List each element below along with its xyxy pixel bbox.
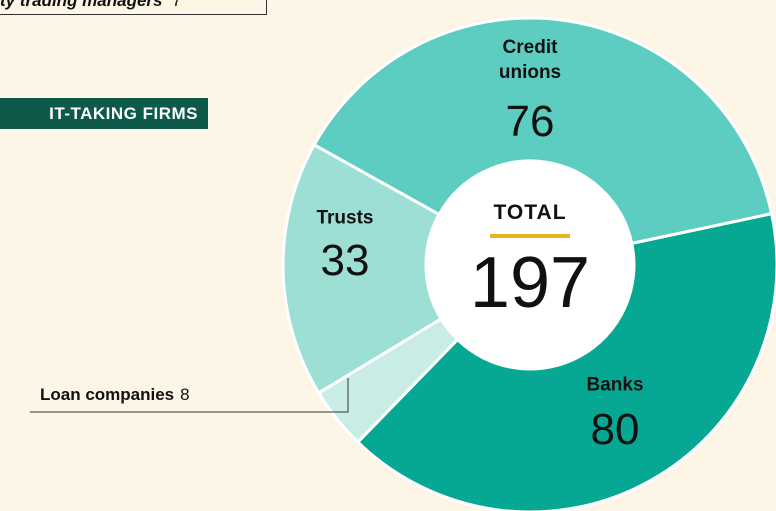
slice-value: 80 [590, 405, 640, 454]
slice-value: 76 [505, 97, 555, 146]
total-underline [490, 234, 570, 238]
slice-value: 33 [320, 236, 370, 285]
total-label: TOTAL [493, 201, 567, 224]
other-item-box [0, 0, 267, 15]
leader-line [30, 378, 349, 413]
slice-label: Banks [586, 374, 644, 396]
other-item: ty trading managers 7 [0, 0, 181, 12]
slice-label: Credit unions [498, 37, 562, 83]
outside-label: Loan companies 8 [40, 384, 190, 406]
center-circle [426, 161, 634, 369]
slice-label: Trusts [316, 207, 374, 229]
section-label: IT-TAKING FIRMS [0, 98, 208, 129]
other-item-label: ty trading managers [0, 0, 163, 10]
other-item-value: 7 [171, 0, 182, 10]
slice-label: Loan companies [40, 385, 175, 404]
slice-value: 8 [180, 385, 190, 404]
total-value: 197 [469, 243, 591, 323]
